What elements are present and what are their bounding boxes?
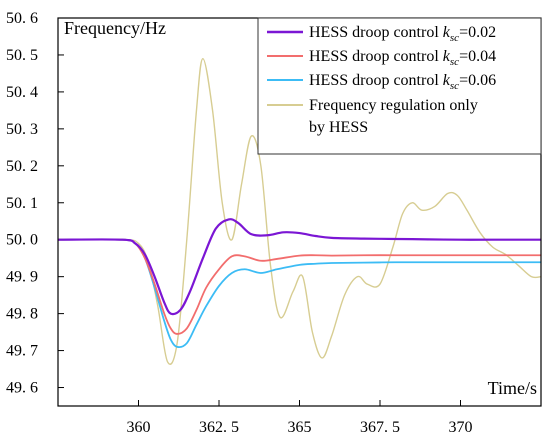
y-tick-label: 50. 5: [6, 47, 38, 64]
y-tick-label: 50. 1: [6, 195, 38, 212]
legend-label-part: sc: [450, 32, 459, 44]
y-tick-label: 50. 0: [6, 232, 38, 249]
x-tick-label: 365: [288, 419, 312, 436]
legend-label: by HESS: [309, 119, 368, 136]
legend-label: Frequency regulation only: [309, 97, 478, 114]
series-line-ksc-0-06: [58, 238, 541, 348]
y-axis-title: Frequency/Hz: [64, 18, 166, 38]
y-tick-label: 49. 9: [6, 269, 38, 286]
y-tick-label: 50. 4: [6, 84, 38, 101]
y-tick-label: 49. 6: [6, 380, 38, 397]
legend-label: HESS droop control ksc=0.02: [309, 24, 496, 44]
series-layer: [58, 57, 541, 365]
legend-label-part: sc: [450, 80, 459, 92]
legend-label-part: =0.02: [459, 24, 496, 41]
y-axis-ticks: 49. 6 49. 7 49. 8 49. 9 50. 0 50. 1 50. 2 50. 3…: [6, 10, 64, 397]
legend-label: HESS droop control ksc=0.04: [309, 48, 496, 68]
y-tick-label: 50. 3: [6, 121, 38, 138]
legend-label-part: =0.06: [459, 72, 496, 89]
legend-label-part: HESS droop control: [309, 72, 443, 89]
x-tick-label: 360: [127, 419, 151, 436]
legend-label-part: k: [443, 72, 451, 89]
x-tick-label: 367. 5: [360, 419, 400, 436]
legend-label-part: k: [443, 24, 451, 41]
y-tick-label: 50. 6: [6, 10, 38, 27]
legend-label: HESS droop control ksc=0.06: [309, 72, 496, 92]
x-axis-title: Time/s: [488, 378, 537, 398]
legend-label-part: HESS droop control: [309, 24, 443, 41]
y-tick-label: 50. 2: [6, 158, 38, 175]
y-tick-label: 49. 8: [6, 306, 38, 323]
x-tick-label: 362. 5: [199, 419, 239, 436]
series-line-ksc-0-02: [58, 218, 541, 316]
legend: HESS droop control ksc=0.02 HESS droop c…: [257, 17, 542, 155]
legend-label-part: HESS droop control: [309, 48, 443, 65]
legend-label-part: =0.04: [459, 48, 496, 65]
x-axis-ticks: 360 362. 5 365 367. 5 370: [127, 400, 473, 436]
series-line-hess-only: [58, 57, 541, 365]
legend-box: [257, 17, 542, 155]
series-line-ksc-0-04: [58, 238, 541, 335]
legend-label-part: k: [443, 48, 451, 65]
x-tick-label: 370: [449, 419, 473, 436]
y-tick-label: 49. 7: [6, 343, 38, 360]
legend-label-part: sc: [450, 56, 459, 68]
